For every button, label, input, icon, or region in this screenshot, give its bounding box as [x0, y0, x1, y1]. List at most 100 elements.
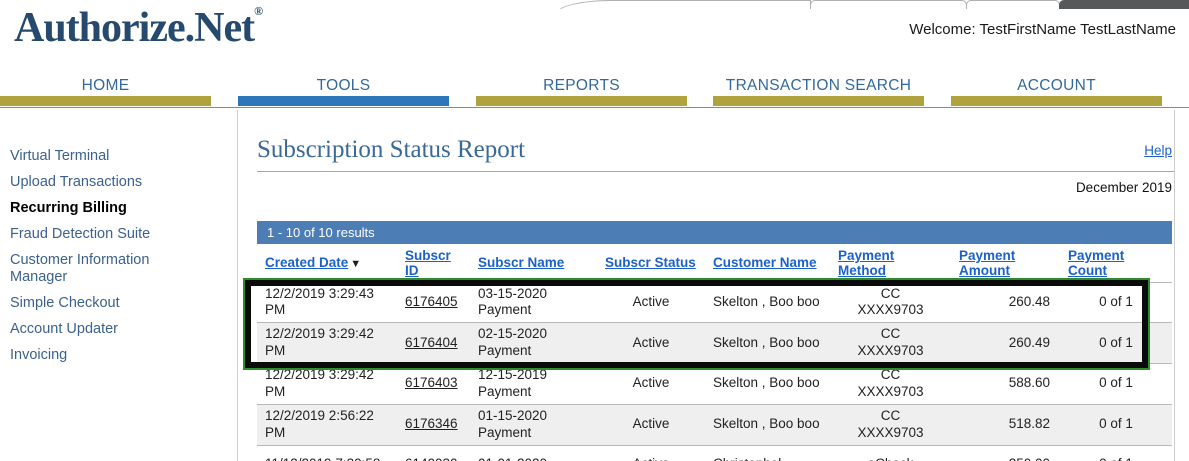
cell-customer-name: Christophel , — [705, 445, 830, 461]
column-header-subscr-name[interactable]: Subscr Name — [478, 255, 565, 271]
cell-payment-amount: 260.49 — [1008, 334, 1050, 350]
tab-account-label: ACCOUNT — [1017, 77, 1096, 94]
table-row: 12/2/2019 3:29:42 PM 6176403 12-15-2019 … — [257, 363, 1172, 405]
column-header-payment-amount[interactable]: Payment Amount — [959, 247, 1016, 278]
cell-subscr-name: 12-15-2019 Payment — [478, 367, 548, 399]
subscr-id-link[interactable]: 6176405 — [405, 293, 458, 309]
subscr-id-link[interactable]: 6176403 — [405, 375, 458, 391]
sidebar-item-virtual-terminal[interactable]: Virtual Terminal — [10, 148, 110, 164]
cell-payment-count: 0 of 1 — [1099, 375, 1133, 391]
primary-nav: HOME TOOLS REPORTS TRANSACTION SEARCH AC… — [0, 72, 1189, 110]
cell-customer-name: Skelton , Boo boo — [713, 293, 820, 309]
tab-tools-label: TOOLS — [316, 77, 371, 94]
cell-subscr-name: 03-15-2020 Payment — [478, 285, 548, 318]
cell-payment-method: CC XXXX9703 — [857, 285, 924, 318]
sidebar-item-fraud-detection-suite[interactable]: Fraud Detection Suite — [10, 226, 151, 242]
utility-tab[interactable] — [966, 0, 1060, 9]
cell-subscr-id: 6176346 — [397, 404, 470, 445]
cell-payment-method: CC XXXX9703 — [857, 326, 924, 359]
subscr-id-link[interactable]: 6176346 — [405, 416, 458, 432]
cell-created-date: 11/12/2019 7:30:58 — [257, 445, 397, 461]
column-header-subscr-id[interactable]: Subscr ID — [405, 247, 451, 278]
sidebar-item-invoicing[interactable]: Invoicing — [10, 347, 68, 363]
cell-subscr-name: 02-15-2020 Payment — [478, 326, 548, 359]
table-row: 11/12/2019 7:30:58 6140030 01-01-2020 Ac… — [257, 445, 1172, 461]
utility-tab-dark[interactable] — [1059, 0, 1189, 9]
top-utility-tabs — [0, 0, 1189, 9]
cell-customer-name: Skelton , Boo boo — [713, 375, 820, 391]
cell-payment-method: CC XXXX9703 — [857, 367, 924, 399]
cell-created-date: 12/2/2019 3:29:42 PM — [265, 326, 374, 359]
utility-tab[interactable] — [556, 0, 811, 9]
sidebar-item-simple-checkout[interactable]: Simple Checkout — [10, 295, 120, 311]
tab-reports-label: REPORTS — [543, 77, 620, 94]
cell-created-date: 12/2/2019 3:29:42 PM — [265, 367, 374, 399]
subscr-id-link[interactable]: 6176404 — [405, 334, 458, 350]
column-header-payment-method[interactable]: Payment Method — [838, 247, 895, 278]
main-content: Subscription Status Report Help December… — [238, 110, 1175, 461]
tab-reports[interactable]: REPORTS — [476, 72, 687, 108]
column-header-payment-count[interactable]: Payment Count — [1068, 247, 1125, 278]
tab-home[interactable]: HOME — [0, 72, 211, 108]
cell-created-date: 12/2/2019 2:56:22 PM — [265, 407, 374, 440]
cell-subscr-status: Active — [632, 375, 670, 391]
title-divider — [257, 171, 1174, 172]
tab-transaction-search-underline — [713, 96, 924, 106]
cell-subscr-name: 01-01-2020 — [470, 445, 597, 461]
results-summary-bar: 1 - 10 of 10 results — [257, 221, 1172, 244]
cell-subscr-name: 01-15-2020 Payment — [478, 407, 548, 440]
cell-created-date: 12/2/2019 3:29:43 PM — [265, 285, 374, 318]
page-title: Subscription Status Report — [257, 136, 526, 163]
nav-divider-line — [0, 107, 1189, 108]
tab-tools[interactable]: TOOLS — [238, 72, 449, 108]
column-header-customer-name[interactable]: Customer Name — [713, 255, 817, 271]
cell-subscr-id: 6140030 — [397, 445, 470, 461]
welcome-text: Welcome: TestFirstName TestLastName — [909, 21, 1176, 38]
cell-payment-amount: 260.48 — [1008, 293, 1050, 309]
table-row: 12/2/2019 3:29:42 PM 6176404 02-15-2020 … — [257, 322, 1172, 364]
cell-payment-method: CC XXXX9703 — [857, 407, 924, 440]
subscription-table: Created Date ▼ Subscr ID Subscr Name Subs… — [257, 244, 1172, 461]
sidebar: Virtual Terminal Upload Transactions Rec… — [0, 110, 238, 461]
cell-payment-count: 0 of 1 — [1099, 334, 1133, 350]
cell-subscr-status: Active — [632, 293, 670, 309]
authorizenet-logo: Authorize.Net® — [14, 4, 263, 52]
registered-mark: ® — [254, 4, 264, 18]
subscr-id-link[interactable]: 6140030 — [405, 456, 458, 461]
cell-subscr-status: Active — [632, 416, 670, 432]
table-row: 12/2/2019 2:56:22 PM 6176346 01-15-2020 … — [257, 404, 1172, 445]
utility-tab[interactable] — [810, 0, 967, 9]
cell-payment-count: 0 of 1 — [1099, 293, 1133, 309]
tab-account-underline — [951, 96, 1162, 106]
cell-payment-amount: 588.60 — [1008, 375, 1050, 391]
help-link[interactable]: Help — [1144, 142, 1172, 158]
sidebar-item-recurring-billing[interactable]: Recurring Billing — [10, 200, 127, 216]
tab-account[interactable]: ACCOUNT — [951, 72, 1162, 108]
tab-transaction-search[interactable]: TRANSACTION SEARCH — [713, 72, 924, 108]
cell-payment-count: 0 of 1 — [1060, 445, 1172, 461]
tab-home-label: HOME — [81, 77, 130, 94]
cell-customer-name: Skelton , Boo boo — [713, 416, 820, 432]
tab-transaction-search-label: TRANSACTION SEARCH — [725, 77, 912, 94]
cell-subscr-status: Active — [632, 334, 670, 350]
tab-tools-underline — [238, 96, 449, 106]
sort-desc-icon: ▼ — [350, 258, 362, 271]
cell-customer-name: Skelton , Boo boo — [713, 334, 820, 350]
cell-subscr-id: 6176405 — [397, 282, 470, 323]
cell-subscr-id: 6176404 — [397, 323, 470, 364]
cell-payment-amount: 250.00 — [951, 445, 1060, 461]
column-header-subscr-status[interactable]: Subscr Status — [605, 255, 696, 271]
sidebar-item-customer-information-manager[interactable]: Customer Information Manager — [10, 252, 150, 285]
logo-text: Authorize.Net — [14, 5, 255, 51]
report-period: December 2019 — [1075, 180, 1172, 195]
cell-subscr-status: Active — [597, 445, 705, 461]
cell-payment-count: 0 of 1 — [1099, 416, 1133, 432]
table-row: 12/2/2019 3:29:43 PM 6176405 03-15-2020 … — [257, 282, 1172, 323]
sidebar-item-account-updater[interactable]: Account Updater — [10, 321, 119, 337]
column-header-created-date[interactable]: Created Date ▼ — [265, 255, 362, 271]
sidebar-item-upload-transactions[interactable]: Upload Transactions — [10, 174, 143, 190]
cell-subscr-id: 6176403 — [397, 364, 470, 405]
tab-reports-underline — [476, 96, 687, 106]
cell-payment-amount: 518.82 — [1008, 416, 1050, 432]
